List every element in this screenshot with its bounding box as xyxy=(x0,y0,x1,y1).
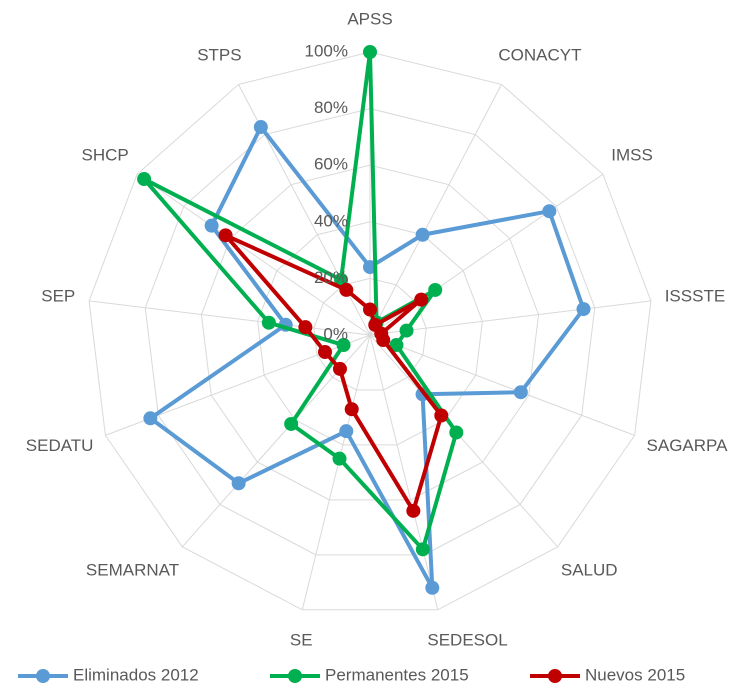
marker xyxy=(389,338,404,353)
grid-ring xyxy=(144,108,596,556)
legend-marker xyxy=(288,669,302,683)
marker xyxy=(576,302,591,317)
marker xyxy=(204,218,219,233)
series-line xyxy=(148,125,586,590)
marker xyxy=(143,411,158,426)
marker xyxy=(363,45,377,59)
legend-marker xyxy=(548,669,562,683)
marker xyxy=(406,503,421,518)
marker xyxy=(261,315,276,330)
marker xyxy=(415,227,430,242)
spoke xyxy=(301,334,371,610)
marker xyxy=(376,333,391,348)
spoke xyxy=(136,173,371,336)
category-label: IMSS xyxy=(611,146,653,165)
marker xyxy=(399,323,414,338)
spoke xyxy=(369,300,651,336)
tick-label: 20% xyxy=(314,268,348,287)
series-line xyxy=(223,233,444,513)
tick-label: 100% xyxy=(305,41,348,60)
category-label: ISSSTE xyxy=(665,287,725,306)
marker xyxy=(318,345,333,360)
grid-ring xyxy=(200,164,540,501)
tick-label: 60% xyxy=(314,155,348,174)
spoke xyxy=(369,334,635,436)
marker xyxy=(542,204,557,219)
marker xyxy=(414,292,429,307)
category-label: SHCP xyxy=(82,146,129,165)
marker xyxy=(298,320,313,335)
marker xyxy=(415,542,430,557)
category-label: SEDATU xyxy=(26,436,94,455)
category-label: SALUD xyxy=(561,560,618,579)
legend-label: Nuevos 2015 xyxy=(585,665,685,684)
grid-ring xyxy=(313,277,427,391)
tick-label: 0% xyxy=(323,324,348,343)
marker xyxy=(332,361,347,376)
grid-ring xyxy=(257,221,483,446)
marker xyxy=(137,172,152,187)
marker xyxy=(428,282,443,297)
marker xyxy=(336,338,351,353)
marker xyxy=(449,425,464,440)
marker xyxy=(344,402,359,417)
marker xyxy=(513,385,528,400)
marker xyxy=(339,282,354,297)
marker xyxy=(363,302,377,317)
grid-ring xyxy=(88,51,652,611)
series-line xyxy=(142,50,459,552)
tick-label: 80% xyxy=(314,98,348,117)
spoke xyxy=(369,84,502,336)
marker xyxy=(434,408,449,423)
spoke xyxy=(89,300,371,336)
marker xyxy=(425,580,440,595)
spoke xyxy=(369,334,439,610)
marker xyxy=(339,424,354,439)
category-label: SE xyxy=(290,630,313,649)
legend-label: Eliminados 2012 xyxy=(73,665,199,684)
category-label: CONACYT xyxy=(498,46,581,65)
legend-label: Permanentes 2015 xyxy=(325,665,469,684)
marker xyxy=(231,476,246,491)
category-label: SEMARNAT xyxy=(86,560,179,579)
category-label: SAGARPA xyxy=(647,436,729,455)
legend-marker xyxy=(36,669,50,683)
marker xyxy=(253,120,268,135)
tick-label: 40% xyxy=(314,211,348,230)
category-label: SEDESOL xyxy=(427,630,507,649)
category-label: STPS xyxy=(197,46,241,65)
category-label: APSS xyxy=(347,9,392,28)
category-label: SEP xyxy=(41,287,75,306)
spoke xyxy=(369,334,559,548)
marker xyxy=(332,451,347,466)
marker xyxy=(218,228,233,243)
marker xyxy=(284,416,299,431)
